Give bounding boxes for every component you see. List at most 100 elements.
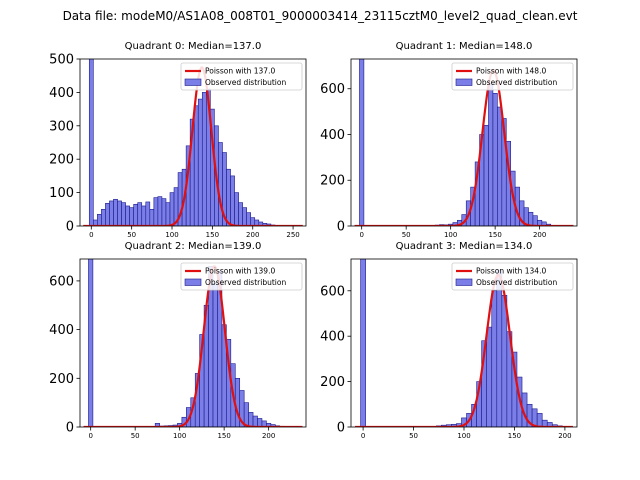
x-tick-label: 0 <box>88 432 92 440</box>
legend-observed-label: Observed distribution <box>205 78 286 87</box>
histogram-bar <box>234 192 239 226</box>
y-tick-label: 200 <box>49 153 74 168</box>
histogram-bar <box>201 92 207 226</box>
subplot-quadrant-1: Quadrant 1: Median=148.0 0 50 100 150 200 0 200… <box>320 41 578 239</box>
histogram-bar <box>496 270 503 427</box>
histogram-bar <box>133 203 139 226</box>
legend-box <box>180 62 303 91</box>
legend-box <box>180 262 303 291</box>
y-tick-label: 200 <box>320 375 345 390</box>
histogram-bar <box>226 168 231 226</box>
histogram-bar <box>88 59 94 226</box>
y-tick-label: 0 <box>66 220 74 235</box>
y-tick-label: 0 <box>66 421 74 436</box>
y-tick-label: 400 <box>320 128 345 143</box>
histogram-bar <box>193 105 199 226</box>
histogram-bar <box>109 200 114 226</box>
histogram-bar <box>137 202 143 226</box>
x-tick-label: 100 <box>457 432 470 440</box>
histogram-bar <box>532 215 538 226</box>
poisson-fit-line <box>83 265 303 427</box>
subplot-title: Quadrant 0: Median=137.0 <box>125 41 262 52</box>
x-tick-label: 150 <box>217 432 230 440</box>
histogram-bar <box>197 98 203 226</box>
histogram-bar <box>501 295 508 427</box>
histogram-bar <box>492 93 498 226</box>
y-tick-label: 300 <box>49 119 74 134</box>
subplot-title: Quadrant 3: Median=134.0 <box>396 241 533 252</box>
histogram-bar <box>157 196 163 226</box>
histogram-bar <box>360 259 366 427</box>
subplot-quadrant-2: Quadrant 2: Median=139.0 0 50 100 150 200 0 200… <box>49 241 307 440</box>
axes-frame <box>79 258 307 428</box>
subplot-title: Quadrant 2: Median=139.0 <box>125 241 262 252</box>
histogram-bar <box>252 415 258 427</box>
histogram-bars <box>360 259 563 427</box>
histogram-bar <box>113 198 118 226</box>
x-tick-label: 200 <box>558 432 571 440</box>
histogram-bar <box>250 217 256 226</box>
axes-frame <box>79 58 307 227</box>
histogram-bar <box>105 202 110 226</box>
histogram-bar <box>528 211 534 226</box>
histogram-bar <box>234 378 241 427</box>
y-tick-label: 600 <box>49 274 74 289</box>
histogram-bar <box>149 209 155 226</box>
subplot-grid: Quadrant 0: Median=137.0 0 50 100 150 200 250 0… <box>49 41 578 440</box>
legend-fit-label: Poisson with 148.0 <box>476 67 546 76</box>
y-tick-label: 400 <box>49 86 74 101</box>
x-tick-label: 150 <box>206 231 219 239</box>
subplot-quadrant-3: Quadrant 3: Median=134.0 0 50 100 150 200 0 200… <box>320 241 578 440</box>
legend-box <box>451 262 574 291</box>
legend-bar-swatch <box>184 278 202 286</box>
histogram-bar <box>242 207 247 226</box>
x-tick-label: 50 <box>131 432 140 440</box>
histogram-bar <box>486 326 493 427</box>
histogram-bar <box>153 197 159 226</box>
x-tick-label: 100 <box>173 432 186 440</box>
x-tick-label: 200 <box>246 231 259 239</box>
x-tick-label: 0 <box>361 432 365 440</box>
poisson-fit-line <box>83 66 303 226</box>
y-tick-label: 100 <box>49 186 74 201</box>
x-tick-label: 0 <box>359 231 363 239</box>
legend-observed-label: Observed distribution <box>476 278 557 287</box>
y-tick-label: 600 <box>320 284 345 299</box>
histogram-bar <box>129 207 134 226</box>
legend: Poisson with 137.0 Observed distribution <box>180 62 303 91</box>
histogram-bar <box>491 290 498 427</box>
legend-fit-label: Poisson with 137.0 <box>205 67 275 76</box>
x-tick-label: 50 <box>409 432 418 440</box>
figure-suptitle: Data file: modeM0/AS1A08_008T01_90000034… <box>63 9 578 23</box>
axes-frame <box>350 58 578 227</box>
legend-fit-label: Poisson with 139.0 <box>205 267 275 276</box>
x-tick-label: 50 <box>402 231 411 239</box>
histogram-bar <box>101 209 106 226</box>
histogram-bar <box>359 59 365 226</box>
histogram-bar <box>165 202 171 226</box>
histogram-bar <box>121 202 126 226</box>
x-tick-label: 50 <box>127 231 136 239</box>
legend: Poisson with 134.0 Observed distribution <box>451 262 574 291</box>
histogram-bar <box>488 83 494 226</box>
histogram-bar <box>218 142 223 226</box>
histogram-bar <box>145 201 151 226</box>
y-tick-label: 600 <box>320 82 345 97</box>
histogram-bar <box>97 214 102 226</box>
histogram-bar <box>497 106 503 226</box>
y-tick-label: 400 <box>320 330 345 345</box>
x-tick-label: 150 <box>508 432 521 440</box>
x-tick-label: 100 <box>165 231 178 239</box>
x-tick-label: 200 <box>533 231 546 239</box>
histogram-bar <box>169 192 175 226</box>
histogram-bar <box>246 212 252 226</box>
legend-fit-label: Poisson with 134.0 <box>476 267 546 276</box>
histogram-bar <box>161 198 167 226</box>
histogram-bar <box>88 259 94 427</box>
x-tick-label: 250 <box>286 231 299 239</box>
poisson-fit-line <box>355 273 573 427</box>
x-tick-label: 150 <box>488 231 501 239</box>
x-tick-label: 100 <box>444 231 457 239</box>
legend-box <box>451 62 574 91</box>
